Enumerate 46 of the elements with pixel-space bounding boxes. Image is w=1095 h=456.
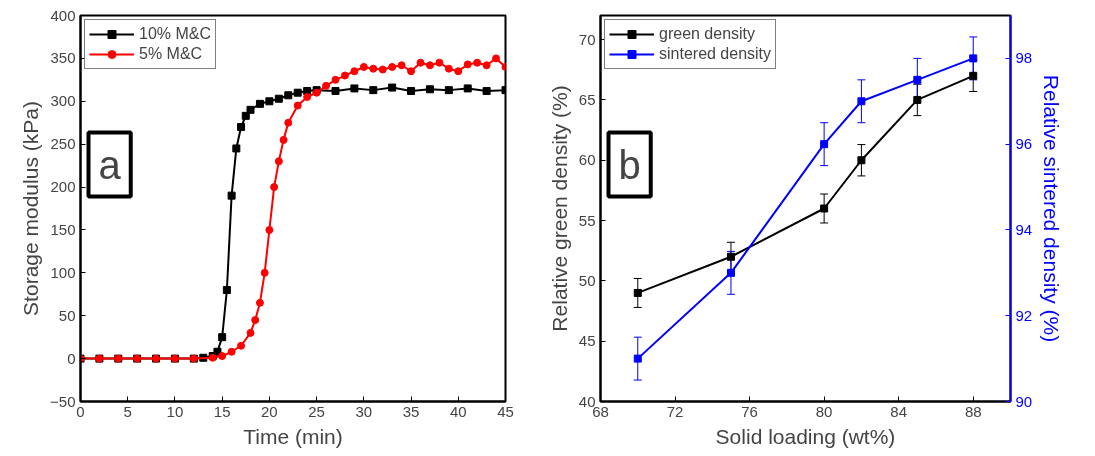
y-tick-label: 200 (50, 178, 76, 196)
x-tick-label: 25 (308, 402, 325, 420)
y-axis-title: Storage modulus (kPa) (19, 101, 43, 316)
annotation: a (98, 142, 122, 187)
y-tick-label: 50 (58, 306, 76, 324)
y-tick-label: −50 (50, 392, 76, 410)
x-tick-label: 30 (355, 402, 373, 420)
annotation: b (618, 142, 641, 187)
legend-label: green density (659, 25, 756, 43)
x-tick-label: 20 (261, 402, 278, 420)
legend-label: sintered density (659, 45, 772, 63)
y-tick-label: 0 (67, 349, 76, 367)
x-tick-label: 35 (402, 402, 420, 420)
y-tick-label: 50 (578, 271, 596, 289)
y2-tick-label: 98 (1015, 49, 1033, 67)
y2-axis-title: Relative sintered density (%) (1040, 74, 1064, 343)
x-axis-title: Time (min) (243, 424, 343, 448)
x-tick-label: 72 (666, 402, 684, 420)
y-tick-label: 150 (50, 220, 76, 238)
x-tick-label: 84 (890, 402, 908, 420)
x-tick-label: 76 (741, 402, 758, 420)
x-tick-label: 5 (123, 402, 132, 420)
y-tick-label: 45 (578, 332, 596, 350)
y2-tick-label: 96 (1015, 135, 1033, 153)
y2-tick-label: 92 (1015, 306, 1033, 324)
x-tick-label: 88 (964, 402, 982, 420)
y-tick-label: 60 (578, 151, 596, 169)
y-tick-label: 350 (50, 49, 76, 67)
y-tick-label: 65 (578, 90, 596, 108)
x-tick-label: 10 (166, 402, 184, 420)
x-tick-label: 80 (815, 402, 833, 420)
y-tick-label: 300 (50, 92, 76, 110)
legend-label: 10% M&C (139, 25, 212, 43)
x-tick-label: 40 (449, 402, 467, 420)
y-tick-label: 70 (578, 30, 596, 48)
y-tick-label: 100 (50, 263, 76, 281)
y2-tick-label: 90 (1015, 392, 1033, 410)
y-tick-label: 250 (50, 135, 76, 153)
y-tick-label: 55 (578, 211, 596, 229)
x-tick-label: 15 (213, 402, 231, 420)
legend-label: 5% M&C (139, 45, 203, 63)
y-tick-label: 400 (50, 6, 76, 24)
y2-tick-label: 94 (1015, 220, 1033, 238)
y-axis-title: Relative green density (%) (547, 85, 571, 332)
x-tick-label: 45 (497, 402, 514, 420)
x-axis-title: Solid loading (wt%) (715, 424, 896, 448)
